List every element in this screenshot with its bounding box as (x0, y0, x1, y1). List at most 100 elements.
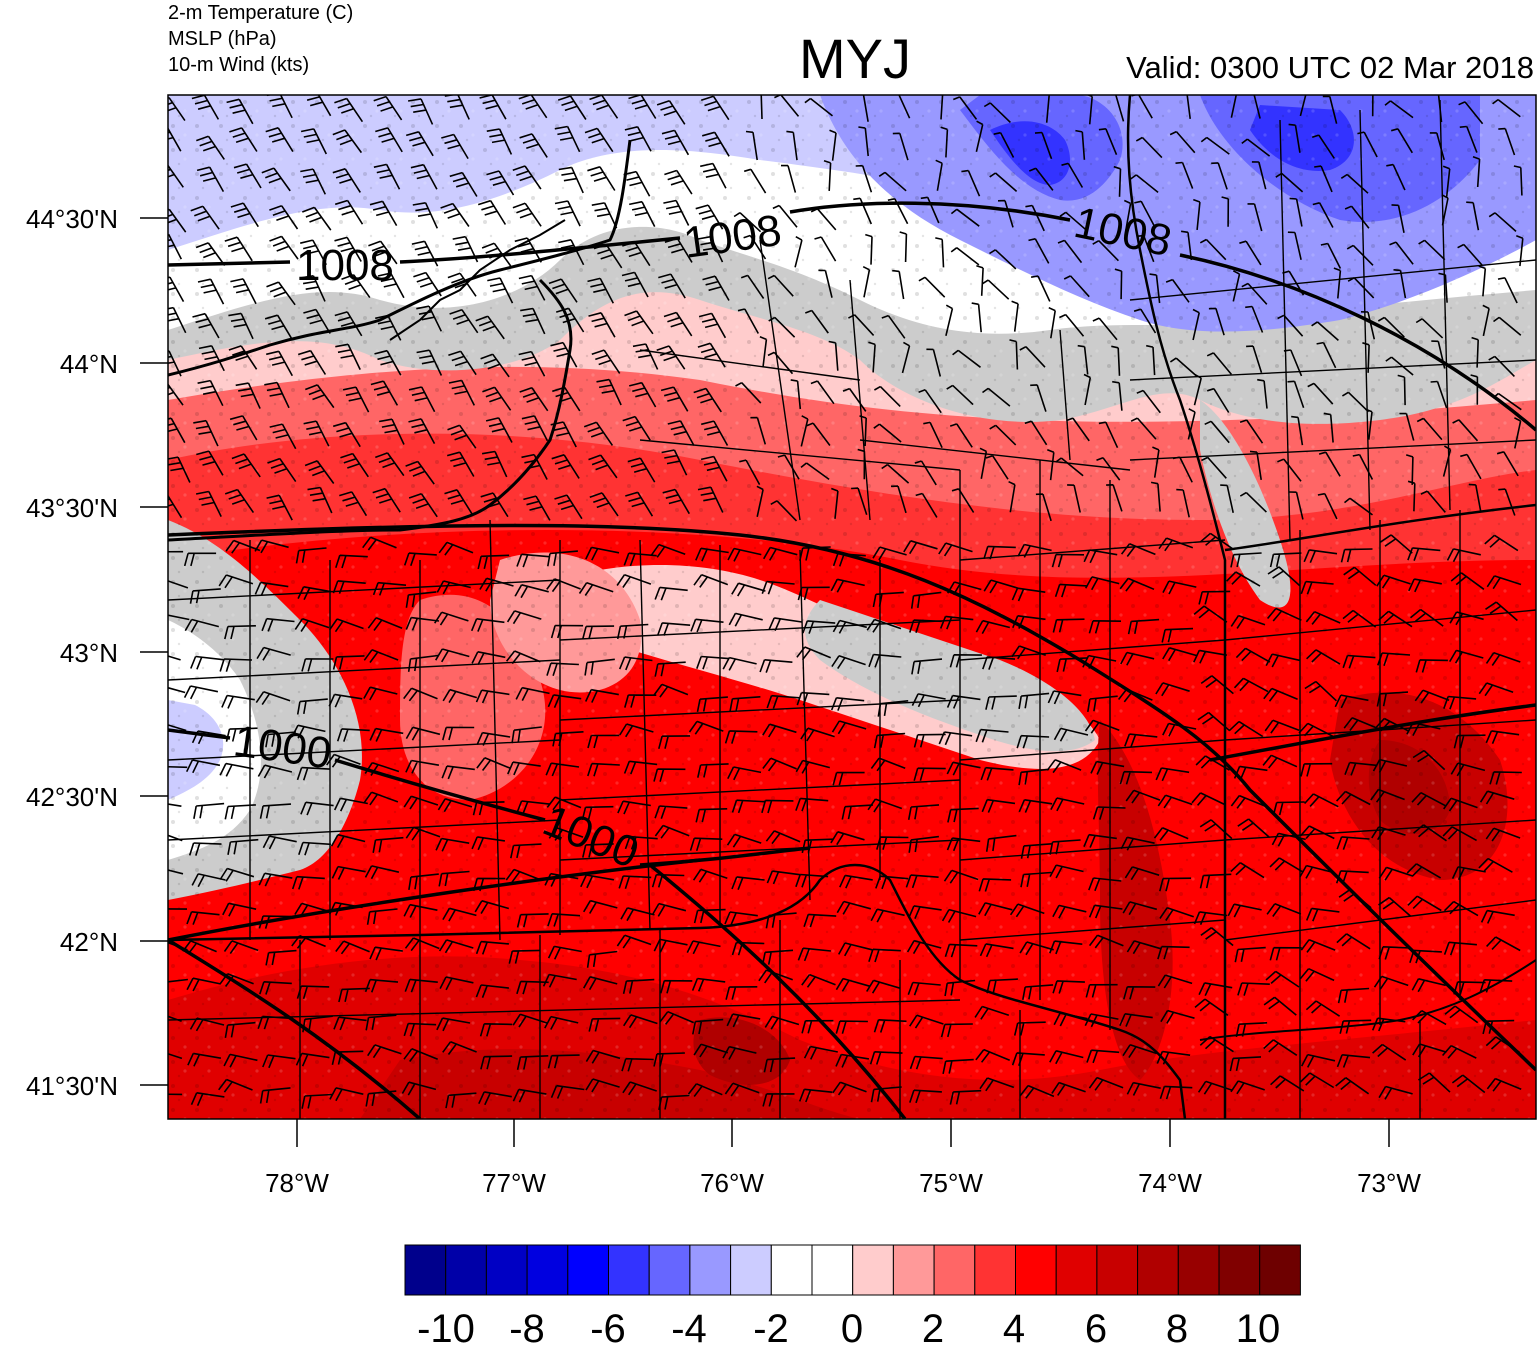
wind-barb (695, 204, 724, 230)
wind-barb (1322, 95, 1338, 124)
wind-barb (442, 726, 475, 741)
wind-barb (624, 835, 658, 850)
wind-barb (334, 311, 363, 337)
wind-barb (1299, 1072, 1335, 1089)
wind-barb (1009, 339, 1019, 370)
wind-barb (332, 129, 363, 154)
wind-barb (1360, 311, 1376, 340)
wind-barb (583, 899, 618, 914)
wind-barb (1453, 734, 1486, 749)
wind-barb (979, 1077, 1015, 1092)
wind-barb (474, 900, 510, 915)
wind-barb (1052, 618, 1085, 633)
wind-barb (516, 980, 549, 995)
wind-barb (1084, 1013, 1119, 1028)
wind-barb (622, 415, 651, 441)
wind-barb (585, 546, 620, 561)
wind-barb (944, 979, 976, 997)
wind-barb (982, 656, 1016, 670)
wind-barb (486, 170, 515, 196)
wind-barb (168, 908, 188, 910)
wind-barb (986, 978, 1018, 994)
wind-barb (1056, 657, 1089, 673)
wind-barb (940, 126, 949, 158)
wind-barb (1226, 571, 1261, 587)
wind-barb (693, 387, 722, 413)
wind-barb (1169, 130, 1196, 154)
wind-barb (650, 543, 686, 558)
wind-barb (372, 581, 407, 596)
wind-barb (227, 838, 259, 855)
wind-barb (1230, 95, 1238, 118)
wind-barb (588, 312, 616, 338)
wind-barb (403, 687, 438, 702)
wind-barb (168, 494, 183, 519)
wind-barb (697, 763, 729, 778)
wind-barb (262, 835, 297, 850)
wind-barb (1201, 456, 1227, 479)
wind-barb (1263, 1039, 1298, 1056)
wind-barb (1300, 762, 1333, 777)
wind-barb (859, 415, 867, 447)
wind-barb (1120, 543, 1156, 557)
wind-barb (1229, 1056, 1262, 1072)
wind-barb (628, 95, 657, 119)
wind-barb (1155, 767, 1190, 782)
wind-barb (1230, 862, 1265, 879)
wind-barb (663, 199, 690, 226)
wind-barb (1011, 300, 1019, 332)
wind-barb (257, 1015, 291, 1030)
wind-barb (1009, 903, 1045, 918)
wind-barb (664, 169, 693, 195)
wind-barb (555, 307, 585, 333)
wind-barb (554, 125, 581, 153)
wind-barb (1157, 945, 1190, 960)
wind-barb (983, 102, 1011, 123)
wind-barb (587, 277, 615, 304)
wind-barb (654, 824, 690, 839)
wind-barb (911, 658, 943, 675)
wind-barb (735, 381, 762, 404)
wind-barb (946, 837, 981, 852)
wind-barb (1344, 205, 1370, 229)
wind-barb (1443, 797, 1478, 812)
wind-barb (1149, 273, 1161, 304)
wind-barb (228, 312, 254, 340)
wind-barb (1052, 904, 1087, 919)
wind-barb (857, 448, 866, 480)
wind-barb (557, 95, 587, 120)
wind-barb (1120, 651, 1155, 666)
wind-barb (1124, 866, 1160, 881)
wind-barb (591, 202, 618, 229)
wind-barb (369, 200, 398, 226)
wind-barb (653, 683, 689, 698)
wind-barb (890, 485, 907, 514)
wind-barb (486, 128, 513, 155)
wind-barb (405, 759, 440, 774)
wind-barb (1415, 659, 1448, 673)
wind-barb (365, 1090, 397, 1107)
wind-barb (831, 720, 867, 735)
wind-barb (851, 487, 868, 516)
wind-barb (1386, 163, 1406, 191)
wind-barb (506, 610, 542, 625)
wind-barb (762, 1093, 795, 1107)
wind-barb (759, 336, 768, 368)
wind-barb (1050, 797, 1085, 812)
wind-barb (558, 239, 585, 266)
wind-barb (905, 874, 939, 889)
wind-barb (800, 462, 830, 481)
wind-barb (168, 803, 182, 807)
wind-barb (367, 617, 403, 631)
wind-barb (1075, 129, 1086, 160)
wind-barb (1241, 138, 1271, 157)
wind-barb (945, 304, 954, 336)
wind-barb (1317, 492, 1338, 520)
wind-barb (480, 353, 510, 378)
wind-barb (982, 387, 1011, 407)
wind-barb (1053, 1012, 1088, 1027)
wind-barb (1335, 1077, 1370, 1095)
wind-barb (198, 345, 225, 372)
wind-barb (1126, 1081, 1161, 1096)
wind-barb (365, 1014, 397, 1031)
